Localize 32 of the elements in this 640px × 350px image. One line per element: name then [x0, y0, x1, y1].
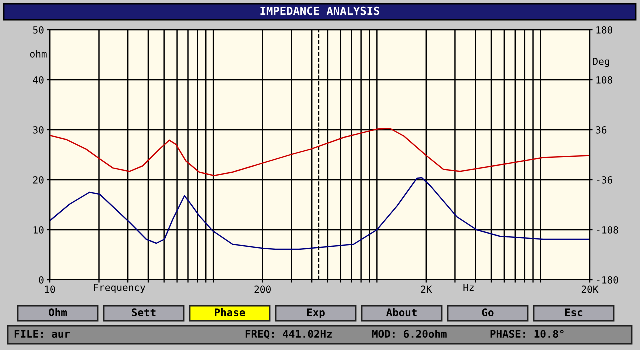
- y-tick-label: 0: [39, 276, 44, 284]
- y-axis-title: ohm: [30, 50, 47, 58]
- text: Hz: [464, 284, 474, 292]
- text: MOD: 6.20ohm: [372, 330, 447, 338]
- text: About: [386, 308, 417, 317]
- y-tick-label: 30: [33, 126, 44, 134]
- text: PHASE: 10.8°: [490, 330, 564, 338]
- y-tick-label: 20: [33, 176, 44, 184]
- y-tick-label: 10: [34, 226, 44, 234]
- y2-axis-title: Deg: [593, 58, 610, 68]
- text: Exp: [307, 308, 325, 319]
- x-tick-label: 200: [254, 286, 271, 294]
- y-tick-label: 40: [33, 76, 44, 84]
- text: Ohm: [49, 308, 68, 317]
- y-tick-label: 50: [33, 26, 44, 34]
- text: Go: [482, 308, 494, 317]
- y2-tick-label: 36: [596, 126, 607, 134]
- chart-title: IMPEDANCE ANALYSIS: [260, 6, 380, 16]
- y2-tick-label: 180: [596, 26, 612, 34]
- text: Phase: [215, 308, 246, 317]
- text: FREQ: 441.02Hz: [246, 330, 332, 340]
- y2-tick-label: -36: [597, 176, 612, 184]
- y2-tick-label: -108: [597, 226, 618, 234]
- text: Esc: [565, 308, 583, 317]
- x-tick-label: 10: [45, 286, 56, 294]
- x-tick-label: 2K: [421, 286, 432, 293]
- text: Sett: [132, 308, 156, 317]
- y2-tick-label: 108: [596, 76, 612, 84]
- x-axis-title: Frequency: [94, 284, 146, 294]
- x-tick-label: 20K: [582, 286, 599, 294]
- text: FILE: aur: [14, 330, 70, 338]
- y2-tick-label: -180: [597, 276, 618, 284]
